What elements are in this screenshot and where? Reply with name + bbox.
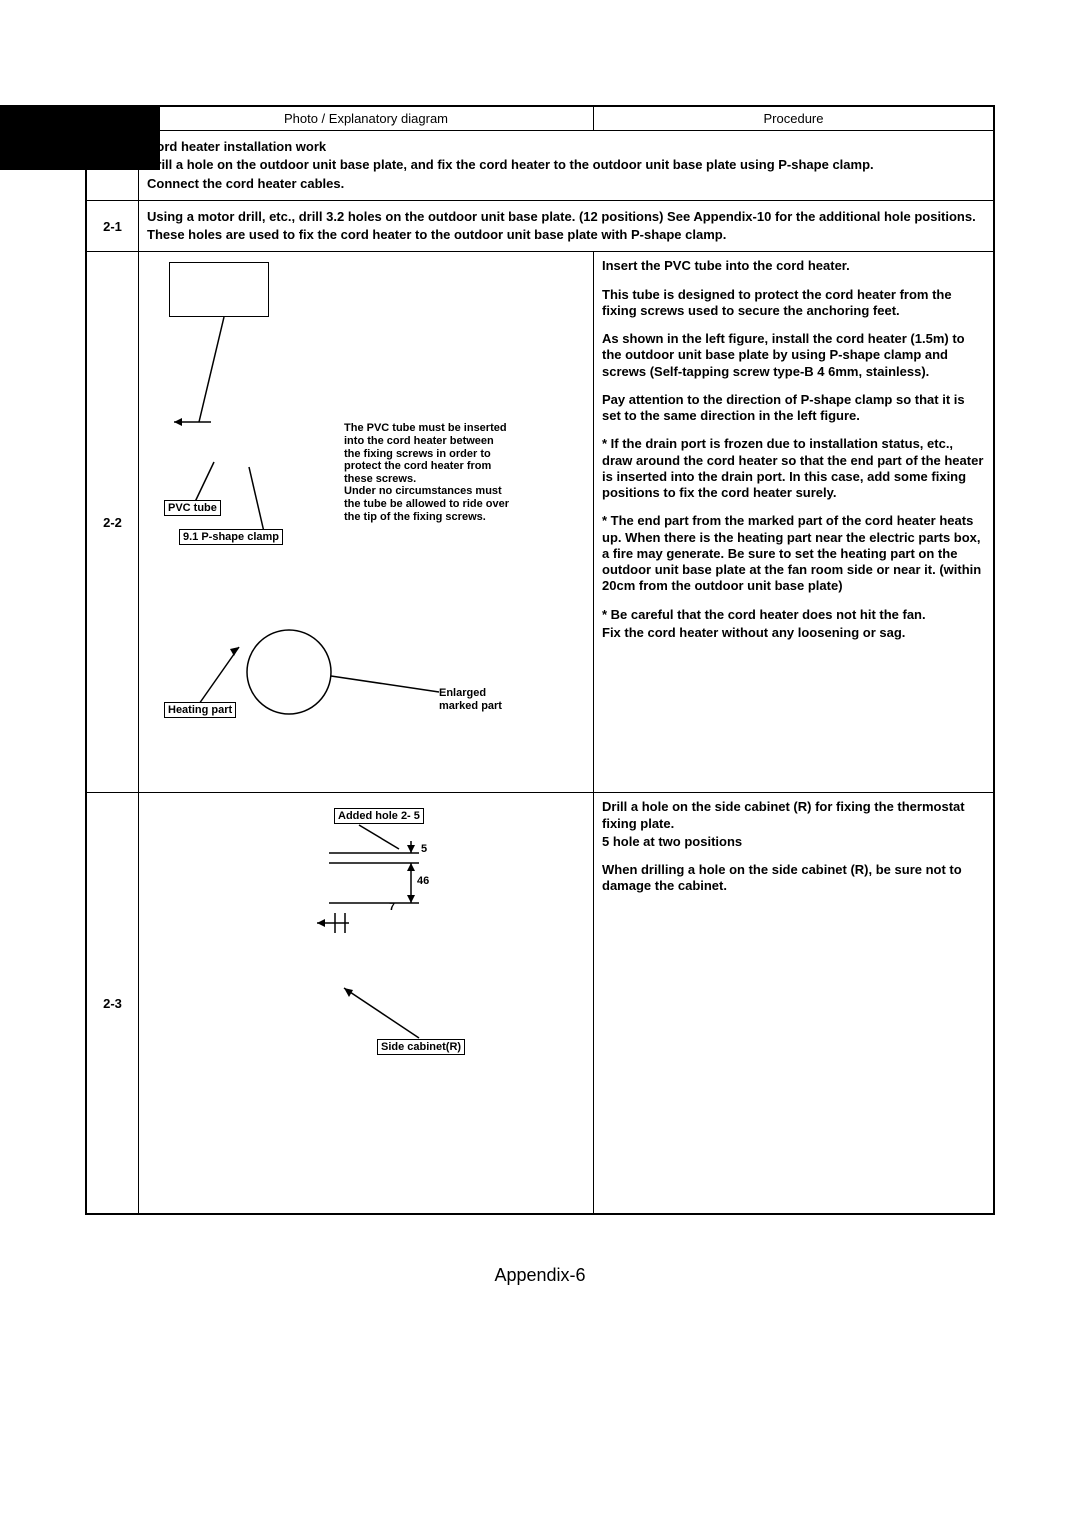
row-2-content: Cord heater installation work Drill a ho… bbox=[139, 131, 993, 200]
r22-p8: Fix the cord heater without any loosenin… bbox=[602, 625, 985, 641]
main-table: No. Photo / Explanatory diagram Procedur… bbox=[85, 105, 995, 1215]
r22-p7: * Be careful that the cord heater does n… bbox=[602, 607, 985, 623]
r22-p3: As shown in the left figure, install the… bbox=[602, 331, 985, 380]
table-header-row: No. Photo / Explanatory diagram Procedur… bbox=[87, 107, 993, 131]
header-diagram: Photo / Explanatory diagram bbox=[139, 107, 594, 130]
header-black-box bbox=[0, 105, 160, 170]
row-2-2: 2-2 bbox=[87, 252, 993, 793]
top-rect bbox=[169, 262, 269, 317]
pvc-note-l7: the tube be allowed to ride over bbox=[344, 498, 554, 511]
dim-7: 7 bbox=[389, 901, 395, 914]
enlarged-l2: marked part bbox=[439, 700, 502, 713]
page: No. Photo / Explanatory diagram Procedur… bbox=[0, 105, 1080, 1326]
header-procedure: Procedure bbox=[594, 107, 993, 130]
row-2-3-no: 2-3 bbox=[87, 793, 139, 1213]
row-2-3-proc: Drill a hole on the side cabinet (R) for… bbox=[594, 793, 993, 1213]
side-cabinet-label: Side cabinet(R) bbox=[377, 1039, 465, 1055]
row-2-line2: Connect the cord heater cables. bbox=[147, 176, 985, 192]
added-hole-label: Added hole 2- 5 bbox=[334, 808, 424, 824]
row-2-1-line2: These holes are used to fix the cord hea… bbox=[147, 227, 985, 243]
page-footer: Appendix-6 bbox=[0, 1265, 1080, 1286]
row-2-2-no: 2-2 bbox=[87, 252, 139, 792]
pvc-note-l6: Under no circumstances must bbox=[344, 485, 554, 498]
row-2-3: 2-3 Added hole 2- 5 bbox=[87, 793, 993, 1213]
r23-p2: 5 hole at two positions bbox=[602, 834, 985, 850]
pvc-note-l2: into the cord heater between bbox=[344, 435, 554, 448]
row-2: 2 Cord heater installation work Drill a … bbox=[87, 131, 993, 201]
dim-5: 5 bbox=[421, 843, 427, 856]
row-2-1-line1: Using a motor drill, etc., drill 3.2 hol… bbox=[147, 209, 985, 225]
row-2-title: Cord heater installation work bbox=[147, 139, 985, 155]
row-2-1-no: 2-1 bbox=[87, 201, 139, 252]
enlarged-l1: Enlarged bbox=[439, 687, 502, 700]
r23-p3: When drilling a hole on the side cabinet… bbox=[602, 862, 985, 895]
pvc-note: The PVC tube must be inserted into the c… bbox=[344, 422, 554, 523]
row-2-1-content: Using a motor drill, etc., drill 3.2 hol… bbox=[139, 201, 993, 252]
r22-p6: * The end part from the marked part of t… bbox=[602, 513, 985, 594]
r23-p1: Drill a hole on the side cabinet (R) for… bbox=[602, 799, 985, 832]
row-2-2-proc: Insert the PVC tube into the cord heater… bbox=[594, 252, 993, 792]
row-2-2-diagram: The PVC tube must be inserted into the c… bbox=[139, 252, 594, 792]
row-2-1: 2-1 Using a motor drill, etc., drill 3.2… bbox=[87, 201, 993, 253]
heating-label: Heating part bbox=[164, 702, 236, 718]
diagram-svg-23 bbox=[139, 793, 594, 1213]
enlarged-note: Enlarged marked part bbox=[439, 687, 502, 712]
clamp-label: 9.1 P-shape clamp bbox=[179, 529, 283, 545]
pvc-tube-label: PVC tube bbox=[164, 500, 221, 516]
r22-p1: Insert the PVC tube into the cord heater… bbox=[602, 258, 985, 274]
pvc-note-l8: the tip of the fixing screws. bbox=[344, 511, 554, 524]
r22-p2: This tube is designed to protect the cor… bbox=[602, 287, 985, 320]
row-2-3-diagram: Added hole 2- 5 bbox=[139, 793, 594, 1213]
dim-46: 46 bbox=[417, 875, 429, 888]
r22-p4: Pay attention to the direction of P-shap… bbox=[602, 392, 985, 425]
pvc-note-l1: The PVC tube must be inserted bbox=[344, 422, 554, 435]
r22-p5: * If the drain port is frozen due to ins… bbox=[602, 436, 985, 501]
pvc-note-l3: the fixing screws in order to bbox=[344, 448, 554, 461]
pvc-note-l5: these screws. bbox=[344, 473, 554, 486]
row-2-line1: Drill a hole on the outdoor unit base pl… bbox=[147, 157, 985, 173]
pvc-note-l4: protect the cord heater from bbox=[344, 460, 554, 473]
